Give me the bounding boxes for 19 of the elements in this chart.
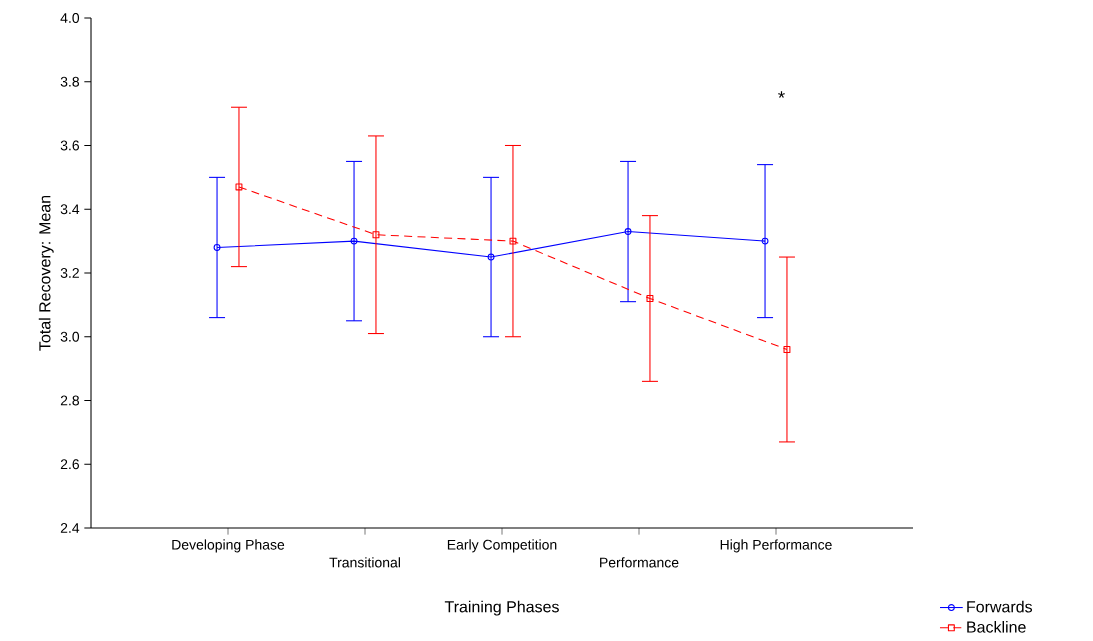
legend-label: Backline [967,621,1026,633]
x-axis-title: Training Phases [444,600,559,616]
x-tick-label: Transitional [329,557,400,568]
annotation: * [778,91,785,98]
x-tick-label: Performance [600,557,679,568]
y-tick-label: 3.4 [60,204,80,215]
y-tick-label: 3.0 [60,331,80,342]
y-tick-label: 3.2 [60,268,79,278]
x-tick-label: Developing Phase [172,539,285,553]
y-tick-label: 2.4 [60,523,80,533]
y-tick-label: 2.6 [60,459,80,470]
y-tick-label: 4.0 [60,13,80,23]
y-tick-label: 2.8 [60,395,80,406]
x-tick-label: High Performance [720,539,832,553]
legend-label: Forwards [967,600,1033,613]
y-axis-title: Total Recovery: Mean [38,195,54,351]
x-tick-label: Early Competition [447,539,557,553]
y-tick-label: 3.6 [60,140,80,151]
y-tick-label: 3.8 [60,76,80,87]
